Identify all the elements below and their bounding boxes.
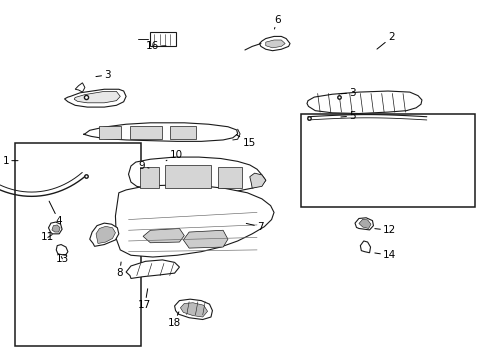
Polygon shape	[174, 299, 212, 320]
Polygon shape	[115, 185, 273, 257]
Polygon shape	[358, 219, 370, 228]
Bar	[165, 165, 211, 188]
Polygon shape	[74, 91, 120, 103]
Polygon shape	[56, 245, 68, 255]
Bar	[150, 32, 175, 46]
Text: 9: 9	[138, 161, 149, 171]
Text: 1: 1	[2, 156, 18, 166]
Bar	[99, 126, 121, 139]
Text: 14: 14	[374, 250, 395, 260]
Text: 10: 10	[166, 150, 182, 161]
Polygon shape	[354, 218, 373, 230]
Bar	[15, 143, 140, 346]
Polygon shape	[143, 228, 184, 243]
Polygon shape	[128, 157, 265, 192]
Text: 3: 3	[96, 70, 111, 80]
Text: 17: 17	[138, 289, 151, 310]
Text: 16: 16	[145, 41, 166, 51]
Text: 6: 6	[273, 15, 280, 29]
Polygon shape	[96, 226, 115, 243]
Text: 18: 18	[167, 312, 180, 328]
Polygon shape	[249, 173, 265, 188]
Text: 13: 13	[56, 254, 69, 264]
Polygon shape	[83, 123, 237, 141]
Polygon shape	[126, 260, 179, 278]
Text: 2: 2	[376, 32, 394, 49]
Bar	[139, 167, 159, 188]
Bar	[218, 167, 242, 188]
Bar	[300, 114, 474, 207]
Polygon shape	[306, 91, 421, 114]
Bar	[169, 126, 196, 139]
Polygon shape	[90, 223, 119, 246]
Text: 11: 11	[41, 232, 54, 242]
Polygon shape	[360, 241, 370, 253]
Polygon shape	[259, 36, 289, 51]
Text: 12: 12	[374, 225, 395, 235]
Polygon shape	[183, 230, 227, 248]
Polygon shape	[52, 225, 60, 232]
Text: 7: 7	[246, 222, 263, 232]
Text: 3: 3	[340, 88, 355, 98]
Text: 8: 8	[116, 262, 123, 278]
Polygon shape	[64, 89, 126, 107]
Polygon shape	[180, 303, 207, 317]
Polygon shape	[75, 83, 85, 92]
Polygon shape	[265, 40, 285, 48]
Text: 15: 15	[236, 135, 255, 148]
Polygon shape	[48, 222, 62, 234]
Text: 4: 4	[49, 201, 62, 226]
Bar	[130, 126, 161, 139]
Text: 5: 5	[340, 111, 355, 121]
